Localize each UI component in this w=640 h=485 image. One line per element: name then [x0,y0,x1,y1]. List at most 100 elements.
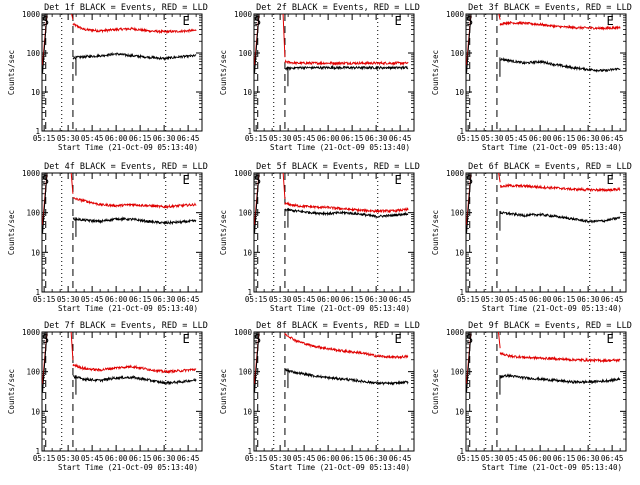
x-tick-label: 06:45 [389,295,412,304]
y-axis-label: Counts/sec [219,369,228,414]
y-axis-label: Counts/sec [431,50,440,95]
x-tick-label: 06:15 [341,295,364,304]
x-tick-label: 06:30 [577,454,600,463]
x-tick-label: 06:30 [365,295,388,304]
x-tick-label: 05:30 [481,454,504,463]
x-tick-label: 06:15 [341,134,364,143]
plot-frame [41,13,203,132]
y-tick-label: 1 [459,447,464,456]
x-tick-label: 06:00 [317,134,340,143]
start-marker: S [466,332,473,346]
y-tick-label: 1000 [234,328,253,337]
panel-2: Det 2f BLACK = Events, RED = LLD 1 10 100 10… [219,3,420,152]
events-series-line [284,65,409,72]
x-tick-label: 05:15 [245,454,268,463]
x-tick-label: 06:15 [341,454,364,463]
y-tick-label: 1000 [446,169,465,178]
lld-series-line [72,363,197,375]
panel-6: Det 6f BLACK = Events, RED = LLD 1 10 100 10… [431,162,632,313]
y-axis-label: Counts/sec [7,210,16,255]
x-tick-label: 06:15 [129,134,152,143]
x-tick-label: 06:30 [153,454,176,463]
start-marker: S [42,14,49,28]
x-tick-label: 05:30 [269,134,292,143]
x-tick-label: 05:45 [505,454,528,463]
x-tick-label: 06:15 [553,134,576,143]
end-marker: E [607,332,614,346]
x-tick-label: 05:15 [33,295,56,304]
x-tick-label: 05:30 [57,454,80,463]
panel-title: Det 2f BLACK = Events, RED = LLD [256,3,420,13]
x-tick-label: 05:30 [57,134,80,143]
plot-frame [41,172,203,293]
events-series-line [284,208,409,220]
x-axis-label: Start Time (21-Oct-09 05:13:40) [58,304,198,313]
panel-1: Det 1f BLACK = Events, RED = LLD 1 10 100 10… [7,3,208,152]
x-tick-label: 06:45 [177,454,200,463]
panel-title: Det 3f BLACK = Events, RED = LLD [468,3,632,13]
panel-title: Det 9f BLACK = Events, RED = LLD [468,321,632,331]
plot-frame [253,331,415,452]
events-flare-spike [42,14,48,74]
x-tick-label: 05:15 [457,295,480,304]
x-tick-label: 05:30 [57,295,80,304]
y-tick-label: 1000 [234,169,253,178]
x-axis-label: Start Time (21-Oct-09 05:13:40) [482,143,622,152]
x-tick-label: 05:15 [245,295,268,304]
x-tick-label: 05:45 [293,295,316,304]
events-flare-spike [254,14,260,74]
y-axis-label: Counts/sec [431,369,440,414]
x-tick-label: 06:30 [365,134,388,143]
x-tick-label: 06:00 [105,295,128,304]
y-tick-label: 100 [450,368,464,377]
x-tick-label: 05:30 [269,295,292,304]
y-tick-label: 1000 [22,169,41,178]
end-marker: E [607,14,614,28]
start-marker: S [42,332,49,346]
panel-8: Det 8f BLACK = Events, RED = LLD 1 10 100 10… [219,321,420,472]
start-marker: S [254,14,261,28]
x-tick-label: 06:15 [129,454,152,463]
x-tick-label: 06:15 [553,454,576,463]
x-tick-label: 06:00 [529,295,552,304]
lld-series-line [284,59,409,66]
x-tick-label: 05:45 [81,134,104,143]
x-axis-label: Start Time (21-Oct-09 05:13:40) [270,143,410,152]
start-marker: S [254,332,261,346]
y-tick-label: 10 [455,407,465,416]
events-series-line [72,51,197,62]
y-tick-label: 100 [238,368,252,377]
end-marker: E [395,173,402,187]
y-axis-label: Counts/sec [431,210,440,255]
end-marker: E [183,332,190,346]
x-axis-label: Start Time (21-Oct-09 05:13:40) [58,463,198,472]
y-axis-label: Counts/sec [219,50,228,95]
x-tick-label: 06:30 [577,134,600,143]
y-tick-label: 1000 [446,10,465,19]
x-tick-label: 06:30 [577,295,600,304]
y-tick-label: 100 [238,209,252,218]
x-tick-label: 06:45 [389,134,412,143]
events-flare-spike [254,173,260,234]
y-tick-label: 1000 [234,10,253,19]
plot-frame [465,331,627,452]
plot-frame [41,331,203,452]
events-series-line [499,373,621,385]
x-tick-label: 06:45 [601,454,624,463]
x-axis-label: Start Time (21-Oct-09 05:13:40) [270,463,410,472]
x-tick-label: 06:45 [177,134,200,143]
y-tick-label: 1 [247,127,252,136]
x-tick-label: 06:45 [601,134,624,143]
plot-frame [465,172,627,293]
y-tick-label: 10 [243,248,253,257]
y-tick-label: 10 [243,88,253,97]
start-marker: S [466,14,473,28]
y-tick-label: 100 [26,209,40,218]
x-tick-label: 05:15 [245,134,268,143]
y-tick-label: 100 [238,49,252,58]
x-tick-label: 05:45 [81,295,104,304]
x-axis-label: Start Time (21-Oct-09 05:13:40) [58,143,198,152]
x-tick-label: 06:30 [153,295,176,304]
